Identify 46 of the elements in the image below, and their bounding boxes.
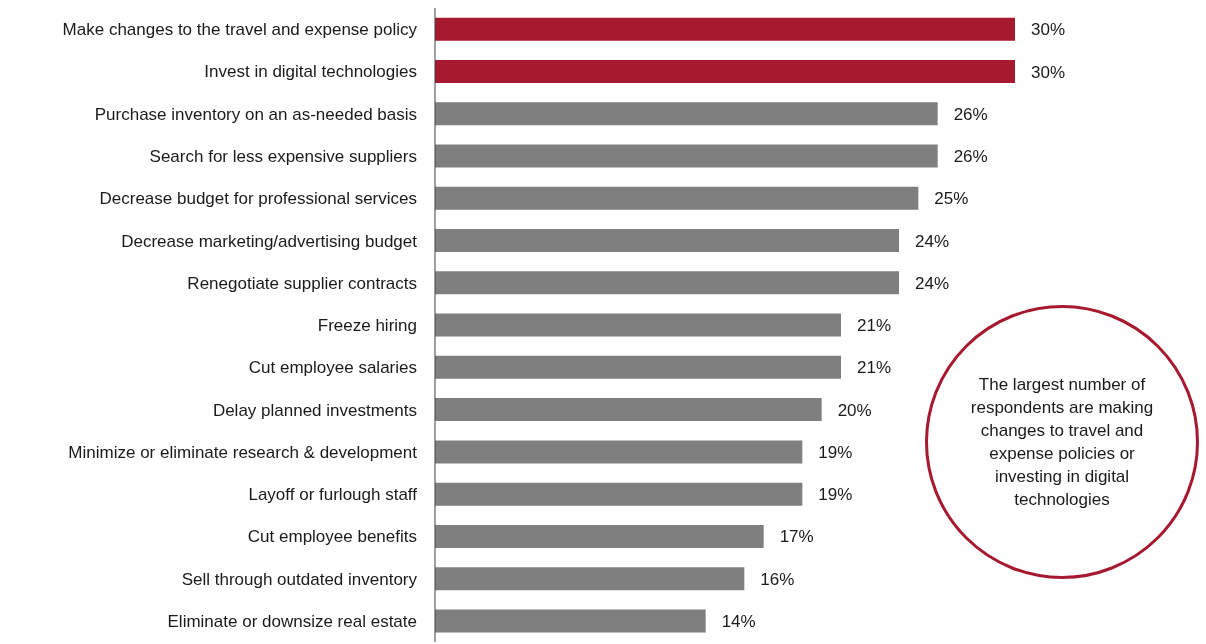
y-tick-label: Purchase inventory on an as-needed basis (94, 104, 417, 124)
bar (435, 229, 899, 253)
y-tick-label: Invest in digital technologies (204, 62, 417, 82)
bar (435, 186, 919, 210)
bar (435, 59, 1015, 83)
data-label: 21% (857, 316, 892, 336)
data-label: 25% (934, 189, 969, 209)
data-label: 26% (953, 104, 988, 124)
bar (435, 609, 706, 633)
data-label: 14% (721, 611, 756, 631)
bar (435, 398, 822, 422)
y-tick-label: Layoff or furlough staff (248, 485, 418, 505)
bar (435, 355, 841, 379)
y-tick-label: Delay planned investments (212, 400, 417, 420)
y-tick-label: Decrease budget for professional services (99, 189, 417, 209)
annotation: The largest number of respondents are making changes to travel and expense policies or investing in digital technologies (970, 374, 1154, 511)
y-tick-label: Renegotiate supplier contracts (187, 273, 417, 293)
bar (435, 271, 899, 295)
bar (435, 313, 841, 337)
data-label: 21% (857, 358, 892, 378)
y-tick-label: Search for less expensive suppliers (149, 146, 417, 166)
y-tick-label: Decrease marketing/advertising budget (121, 231, 418, 251)
data-label: 16% (760, 569, 795, 589)
bar (435, 524, 764, 548)
bar (435, 144, 938, 168)
y-tick-label: Eliminate or downsize real estate (167, 611, 417, 631)
data-label: 20% (837, 400, 872, 420)
bar (435, 440, 803, 464)
data-label: 17% (779, 527, 814, 547)
y-tick-label: Make changes to the travel and expense policy (62, 20, 418, 40)
data-label: 30% (1031, 20, 1066, 40)
data-label: 19% (818, 485, 853, 505)
y-tick-label: Cut employee salaries (248, 358, 417, 378)
y-tick-label: Cut employee benefits (247, 527, 417, 547)
data-label: 30% (1031, 62, 1066, 82)
y-tick-label: Freeze hiring (317, 316, 417, 336)
bar (435, 17, 1015, 41)
data-label: 24% (915, 273, 950, 293)
data-label: 24% (915, 231, 950, 251)
data-label: 26% (953, 147, 988, 167)
data-label: 19% (818, 442, 853, 462)
y-tick-label: Sell through outdated inventory (181, 569, 418, 589)
bar (435, 567, 745, 591)
y-tick-label: Minimize or eliminate research & development (68, 442, 418, 462)
bar (435, 482, 803, 506)
bar (435, 102, 938, 126)
